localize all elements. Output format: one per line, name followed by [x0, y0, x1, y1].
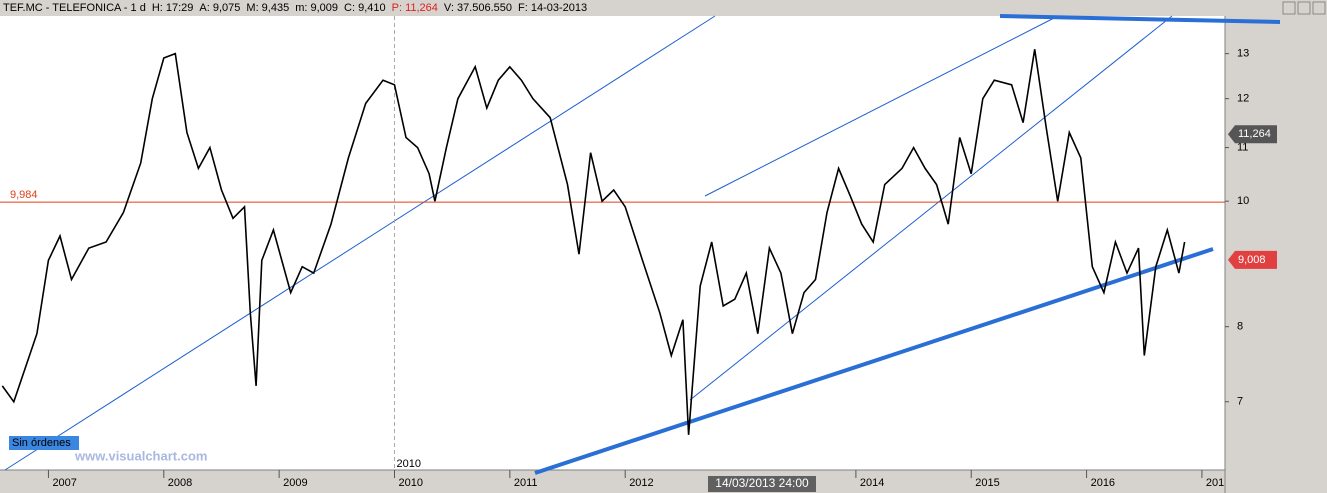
x-tick-label: 2008: [168, 477, 192, 489]
resistance-line: [999, 14, 1281, 24]
price-tag: [1228, 250, 1277, 269]
y-tick-label: 7: [1237, 396, 1243, 408]
x-tick-label: 2014: [860, 477, 884, 489]
support-line: [534, 247, 1214, 475]
price-tag-label: 11,264: [1238, 128, 1271, 140]
header-item: M: 9,435: [246, 2, 289, 14]
cursor-date: 14/03/2013 24:00: [715, 476, 809, 490]
x-tick-label: 2015: [975, 477, 999, 489]
header-item: A: 9,075: [199, 2, 240, 14]
header-item: P: 11,264: [392, 2, 438, 14]
plot: 9,984 2010: [0, 16, 1225, 470]
minimize-button[interactable]: [1282, 1, 1296, 15]
header-bar: [0, 0, 1327, 16]
y-tick-label: 12: [1237, 93, 1249, 105]
price-tag: [1228, 125, 1277, 144]
price-line: [1, 49, 1186, 435]
price-tag-label: 9,008: [1238, 254, 1266, 266]
x-axis-panel: [0, 470, 1327, 493]
trend-lines: [4, 14, 1281, 475]
y-tick-label: 8: [1237, 321, 1243, 333]
x-tick-label: 201: [1206, 477, 1224, 489]
y-tick-label: 11: [1237, 141, 1248, 153]
cursor-label: 2010: [396, 458, 420, 470]
x-tick-label: 2016: [1091, 477, 1115, 489]
watermark: www.visualchart.com: [74, 448, 207, 463]
trend-line: [689, 15, 1173, 401]
trend-line: [4, 15, 716, 471]
header-item: m: 9,009: [295, 2, 338, 14]
status-text: Sin órdenes: [12, 437, 71, 449]
x-tick-label: 2007: [52, 477, 76, 489]
window-buttons: [1282, 1, 1326, 15]
x-tick-label: 2009: [283, 477, 307, 489]
header-item: V: 37.506.550: [444, 2, 512, 14]
cursor-date-box: [708, 476, 816, 492]
status-box: [9, 436, 79, 450]
maximize-button[interactable]: [1297, 1, 1311, 15]
close-button[interactable]: [1312, 1, 1326, 15]
x-tick-label: 2012: [629, 477, 653, 489]
y-tick-label: 13: [1237, 48, 1249, 60]
header-item: TEF.MC - TELEFONICA - 1 d: [3, 2, 146, 14]
level-label: 9,984: [10, 189, 38, 201]
header-item: C: 9,410: [344, 2, 386, 14]
x-tick-label: 2010: [398, 477, 422, 489]
x-tick-label: 2011: [514, 477, 538, 489]
y-tick-label: 10: [1237, 195, 1249, 207]
trend-line: [704, 15, 1059, 197]
header-item: F: 14-03-2013: [518, 2, 587, 14]
header-item: H: 17:29: [152, 2, 194, 14]
header: TEF.MC - TELEFONICA - 1 d H: 17:29 A: 9,07…: [3, 2, 587, 14]
